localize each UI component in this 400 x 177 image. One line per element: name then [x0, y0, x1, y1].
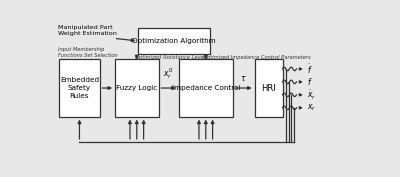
Text: Optimized Impedance Control Parameters: Optimized Impedance Control Parameters: [203, 55, 310, 60]
Text: HRI: HRI: [261, 84, 276, 93]
Text: Optimized Assistance Levels: Optimized Assistance Levels: [135, 55, 208, 60]
Text: Manipulated Part
Weight Estimation: Manipulated Part Weight Estimation: [58, 25, 117, 36]
FancyBboxPatch shape: [138, 28, 210, 54]
FancyBboxPatch shape: [115, 59, 158, 117]
Text: Fuzzy Logic: Fuzzy Logic: [116, 85, 158, 91]
Text: $f$: $f$: [307, 76, 313, 87]
Text: $x_r$: $x_r$: [307, 102, 316, 113]
Text: $\tau$: $\tau$: [240, 74, 247, 82]
Text: $\dot{x}_r$: $\dot{x}_r$: [307, 88, 316, 101]
Text: $x^0_r$: $x^0_r$: [164, 66, 174, 81]
Text: $\dot{f}$: $\dot{f}$: [307, 62, 313, 76]
Text: Input Membership
Functions Set Selection: Input Membership Functions Set Selection: [58, 47, 117, 58]
Text: Embedded
Safety
Rules: Embedded Safety Rules: [60, 77, 99, 99]
Text: Optimization Algorithm: Optimization Algorithm: [132, 38, 216, 44]
FancyBboxPatch shape: [179, 59, 233, 117]
FancyBboxPatch shape: [59, 59, 100, 117]
Text: Impedance Control: Impedance Control: [172, 85, 240, 91]
FancyBboxPatch shape: [255, 59, 282, 117]
